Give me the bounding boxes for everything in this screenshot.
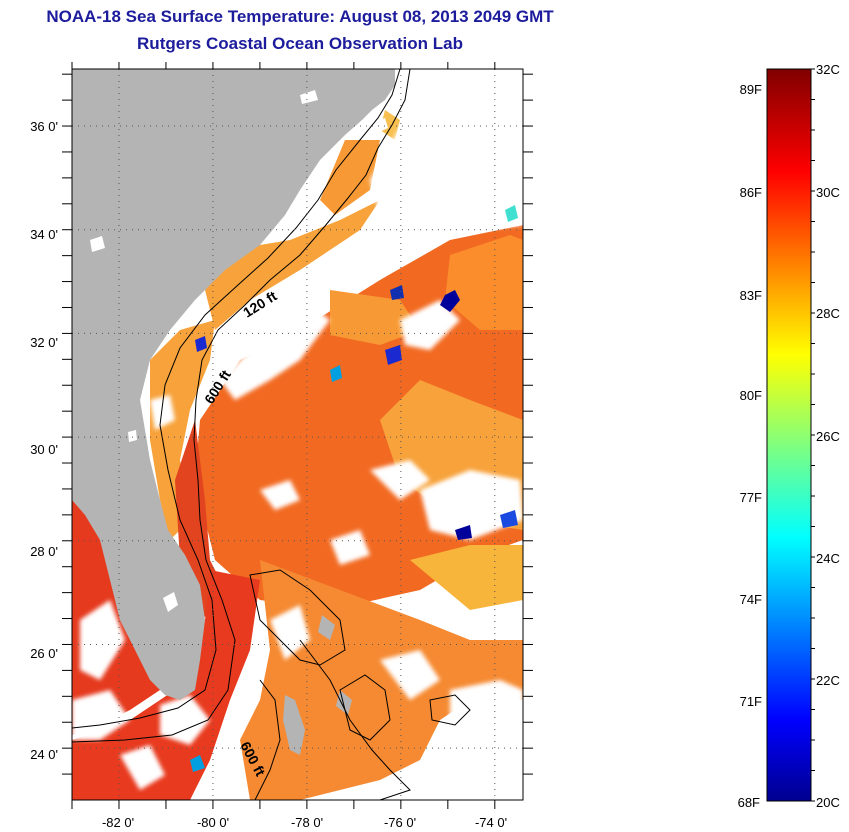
lat-label: 32 0' [30, 335, 58, 350]
bathymetry-contours [72, 69, 471, 800]
colorbar-f-label: 71F [740, 694, 762, 709]
colorbar-f-label: 83F [740, 288, 762, 303]
colorbar-f-label: 77F [740, 490, 762, 505]
cool-patches [190, 205, 518, 772]
colorbar-f-label: 89F [740, 82, 762, 97]
longitude-axis: -82 0' -80 0' -78 0' -76 0' -74 0' [102, 815, 507, 830]
lon-label: -82 0' [102, 815, 134, 830]
map-title: NOAA-18 Sea Surface Temperature: August … [46, 7, 554, 26]
land [72, 69, 395, 755]
cloud-mask [72, 69, 523, 800]
colorbar-c-label: 22C [816, 673, 840, 688]
colorbar-c-label: 24C [816, 551, 840, 566]
lat-label: 24 0' [30, 747, 58, 762]
latitude-axis: 36 0' 34 0' 32 0' 30 0' 28 0' 26 0' 24 0… [30, 119, 58, 762]
lat-label: 28 0' [30, 544, 58, 559]
inland-lakes [90, 90, 388, 612]
colorbar-c-label: 26C [816, 429, 840, 444]
colorbar-c-label: 20C [816, 795, 840, 810]
map-ticks [62, 62, 533, 809]
colorbar-c-label: 32C [816, 62, 840, 77]
colorbar-c-label: 30C [816, 185, 840, 200]
lat-label: 36 0' [30, 119, 58, 134]
colorbar-gradient [766, 68, 812, 802]
lon-label: -78 0' [291, 815, 323, 830]
lon-label: -76 0' [384, 815, 416, 830]
colorbar-f-label: 68F [738, 795, 760, 810]
colorbar-f-label: 80F [740, 388, 762, 403]
lon-label: -80 0' [197, 815, 229, 830]
lon-label: -74 0' [475, 815, 507, 830]
lat-label: 26 0' [30, 646, 58, 661]
colorbar-f-label: 86F [740, 185, 762, 200]
lat-label: 34 0' [30, 227, 58, 242]
map-subtitle: Rutgers Coastal Ocean Observation Lab [137, 34, 463, 53]
lat-label: 30 0' [30, 442, 58, 457]
colorbar-c-label: 28C [816, 306, 840, 321]
colorbar-f-label: 74F [740, 592, 762, 607]
colorbar: 89F 86F 83F 80F 77F 74F 71F 68F 32C 30C … [738, 62, 840, 810]
map-frame [71, 68, 524, 801]
